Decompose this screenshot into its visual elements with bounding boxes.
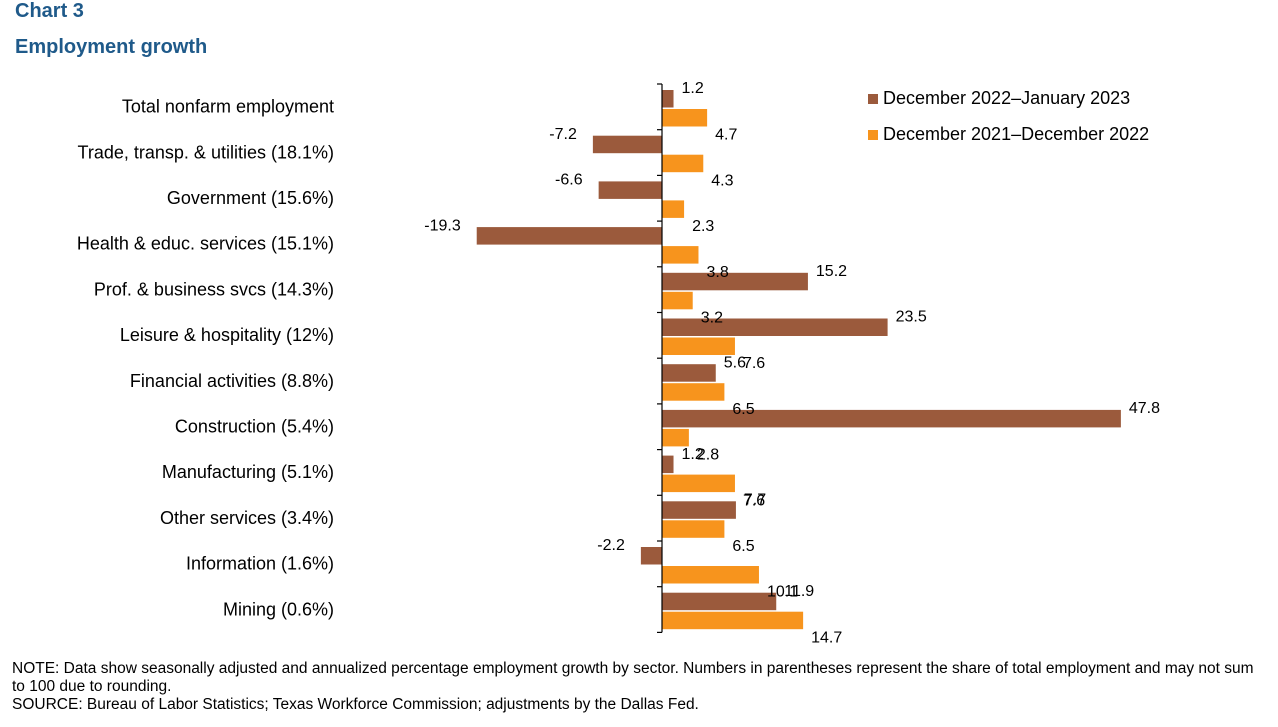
data-label: 3.8 bbox=[706, 264, 728, 281]
category-label: Government (15.6%) bbox=[167, 188, 334, 208]
bar bbox=[662, 474, 735, 493]
data-label: 47.8 bbox=[1129, 400, 1160, 417]
data-label: 3.2 bbox=[701, 310, 723, 327]
category-label: Health & educ. services (15.1%) bbox=[77, 234, 334, 254]
data-label: 23.5 bbox=[896, 309, 927, 326]
category-label: Other services (3.4%) bbox=[160, 508, 334, 528]
bar bbox=[662, 566, 759, 584]
data-label: 2.3 bbox=[692, 218, 714, 235]
data-label: -2.2 bbox=[597, 537, 625, 554]
data-label: 2.8 bbox=[697, 447, 719, 464]
bar bbox=[592, 135, 662, 154]
category-label: Trade, transp. & utilities (18.1%) bbox=[78, 142, 334, 162]
data-label: 5.6 bbox=[724, 354, 746, 371]
category-label: Financial activities (8.8%) bbox=[130, 371, 334, 391]
legend-swatch bbox=[868, 130, 878, 140]
category-label: Leisure & hospitality (12%) bbox=[120, 325, 334, 345]
bar bbox=[662, 364, 716, 382]
data-label: 11.9 bbox=[784, 583, 814, 600]
bar bbox=[662, 109, 708, 127]
data-label: 6.5 bbox=[732, 401, 754, 418]
bar bbox=[598, 181, 662, 199]
bar bbox=[662, 409, 1121, 428]
bar bbox=[662, 154, 704, 173]
bar bbox=[662, 272, 808, 291]
bar bbox=[662, 90, 674, 108]
category-label: Construction (5.4%) bbox=[175, 417, 334, 437]
bar bbox=[662, 428, 689, 447]
data-label: -7.2 bbox=[549, 126, 577, 143]
data-label: 4.3 bbox=[711, 172, 733, 189]
bar bbox=[662, 246, 699, 264]
bar bbox=[662, 501, 736, 519]
bar bbox=[662, 200, 685, 218]
bar bbox=[640, 547, 662, 565]
bar bbox=[662, 383, 725, 401]
data-label: 7.6 bbox=[743, 492, 765, 509]
legend-label: December 2021–December 2022 bbox=[883, 124, 1149, 144]
data-label: 1.2 bbox=[682, 446, 704, 463]
footnotes: NOTE: Data show seasonally adjusted and … bbox=[12, 660, 1262, 714]
chart-number: Chart 3 bbox=[15, 0, 84, 22]
legend-label: December 2022–January 2023 bbox=[883, 88, 1130, 108]
category-label: Total nonfarm employment bbox=[122, 97, 334, 117]
bar bbox=[662, 455, 674, 474]
category-label: Information (1.6%) bbox=[186, 554, 334, 574]
data-label: 7.7 bbox=[744, 492, 766, 509]
data-label: 7.6 bbox=[743, 355, 765, 372]
data-label: 1.2 bbox=[682, 80, 704, 97]
category-label: Manufacturing (5.1%) bbox=[162, 462, 334, 482]
bar bbox=[662, 520, 725, 538]
source-text: SOURCE: Bureau of Labor Statistics; Texa… bbox=[12, 696, 699, 713]
data-label: -6.6 bbox=[555, 172, 583, 189]
legend-swatch bbox=[868, 94, 878, 104]
category-label: Mining (0.6%) bbox=[223, 599, 334, 619]
bar bbox=[662, 291, 693, 310]
bar bbox=[476, 227, 662, 245]
data-label: -19.3 bbox=[424, 217, 461, 234]
data-label: 6.5 bbox=[732, 538, 754, 555]
data-label: 4.7 bbox=[715, 127, 737, 144]
data-label: 15.2 bbox=[816, 263, 847, 280]
note-text: NOTE: Data show seasonally adjusted and … bbox=[12, 660, 1254, 695]
data-label: 10.1 bbox=[767, 584, 798, 601]
data-label: 14.7 bbox=[811, 629, 842, 646]
bar bbox=[662, 611, 804, 630]
chart-title: Employment growth bbox=[15, 36, 208, 58]
category-label: Prof. & business svcs (14.3%) bbox=[94, 279, 334, 299]
bar bbox=[662, 592, 777, 611]
bar bbox=[662, 337, 735, 355]
bar bbox=[662, 318, 888, 336]
